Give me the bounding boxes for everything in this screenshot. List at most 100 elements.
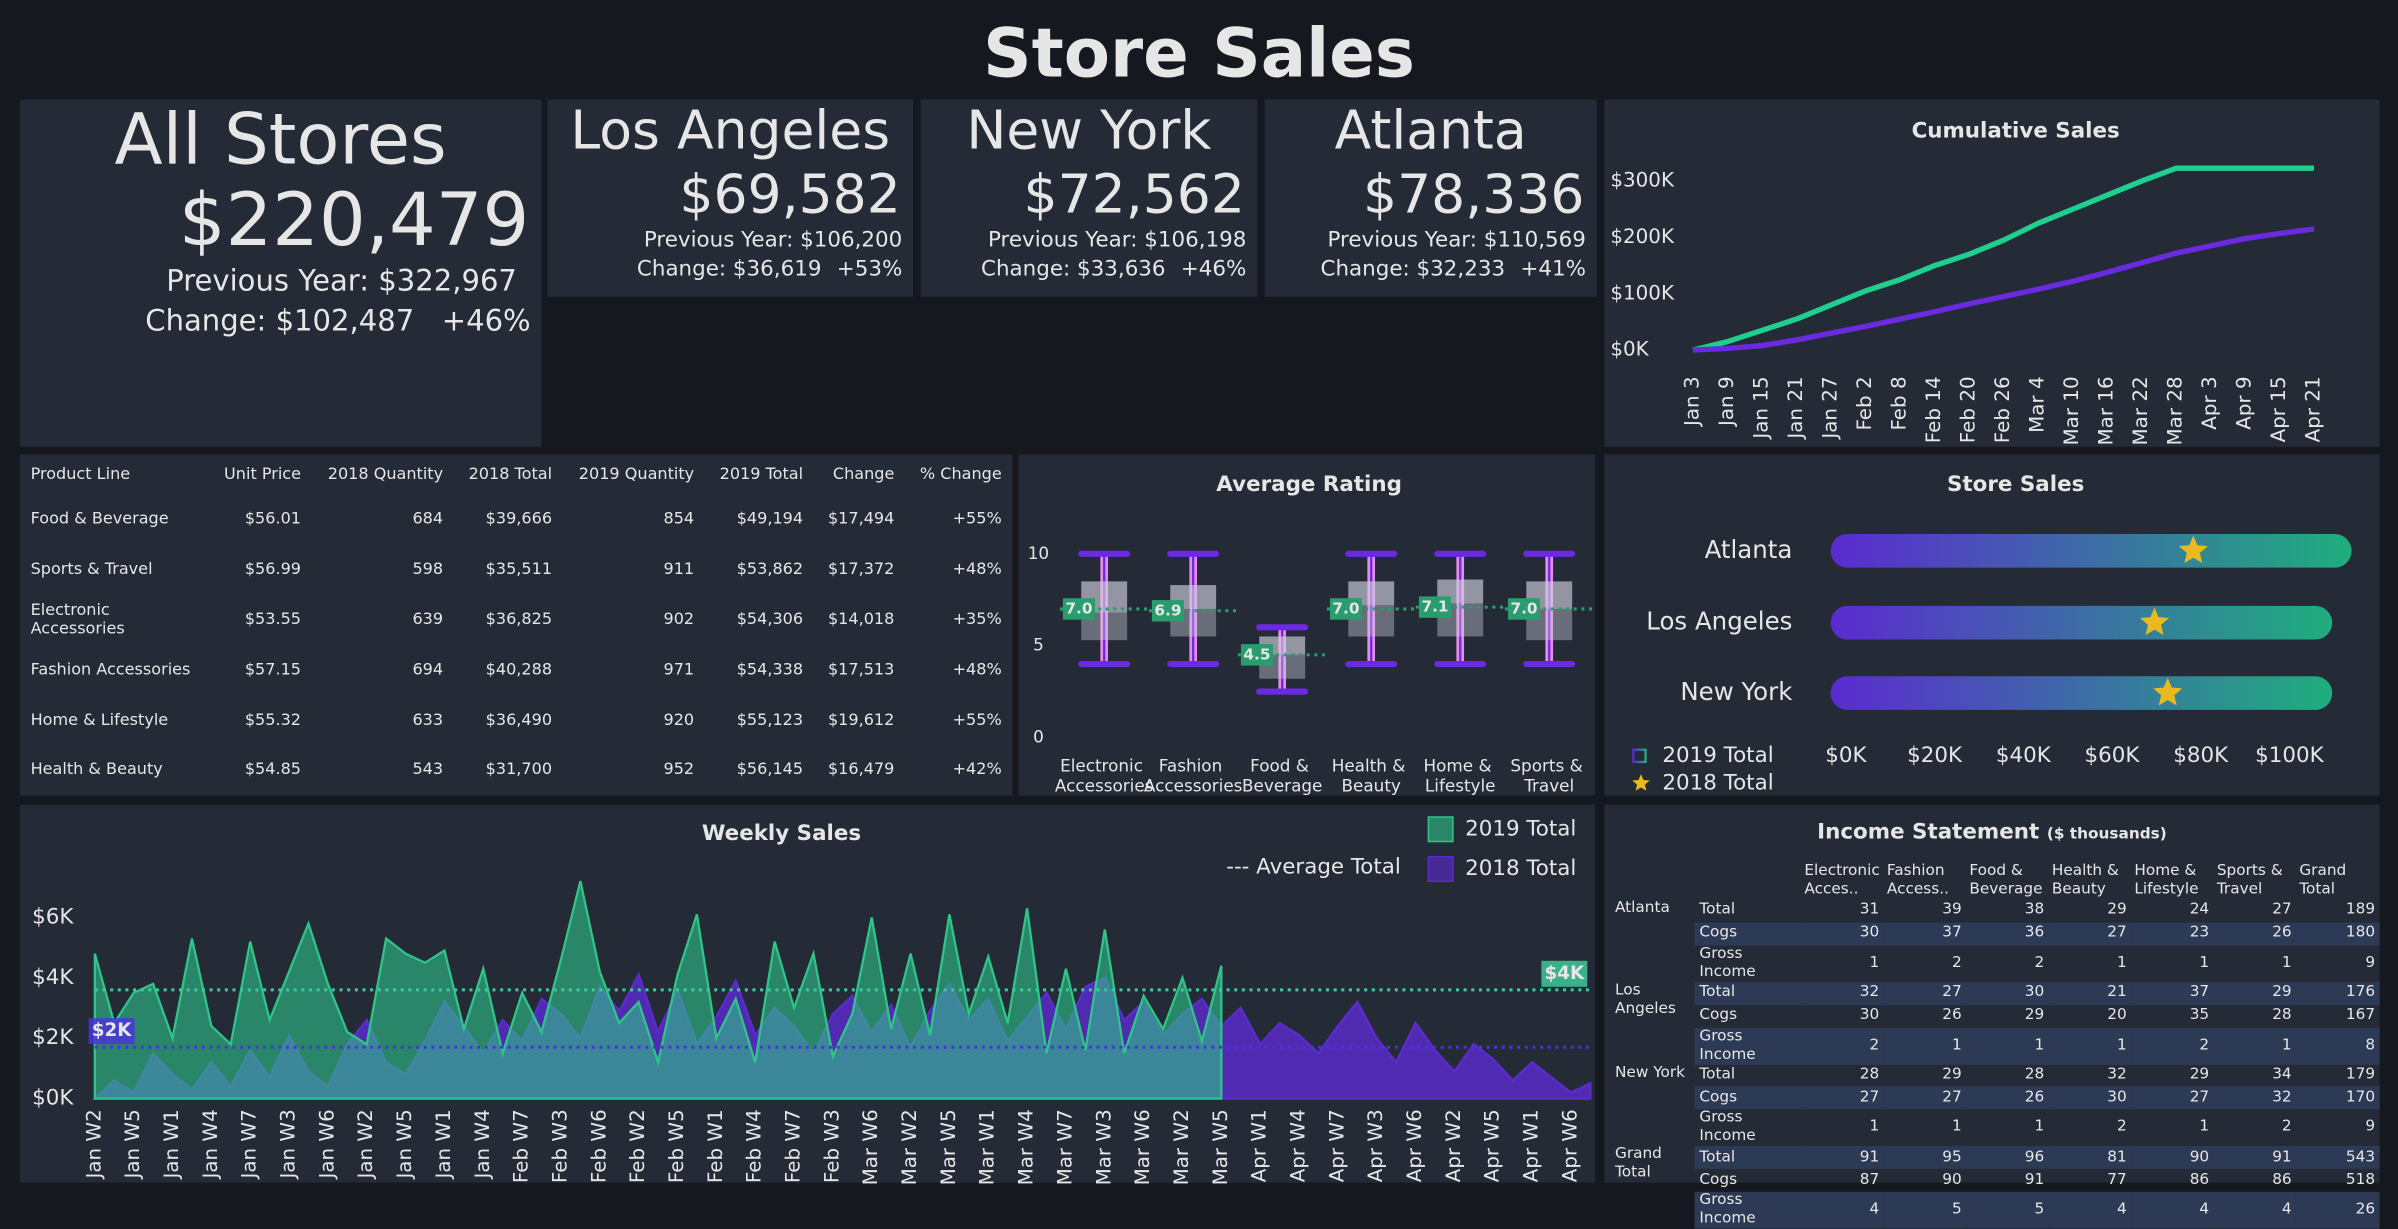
x-tick-label: Mar W5 <box>1209 1109 1232 1185</box>
row-label: Total <box>1699 901 1736 919</box>
page-title: Store Sales <box>983 15 1415 94</box>
table-cell: 31 <box>1859 901 1880 919</box>
header-row: Electronic Acces.. Fashion Access.. Food &… <box>1610 863 2379 900</box>
x-tick-label: Mar W2 <box>1170 1109 1193 1185</box>
table-cell: $54,306 <box>736 610 804 629</box>
table-cell: 1 <box>1883 1027 1967 1065</box>
table-cell: Home & Lifestyle <box>30 710 169 730</box>
table-cell: $56.99 <box>244 560 302 579</box>
table-cell: 9 <box>2365 954 2376 972</box>
table-cell: 34 <box>2272 1066 2292 1084</box>
x-tick-label: Mar 28 <box>2164 376 2187 445</box>
table-cell: 90 <box>1942 1171 1962 1189</box>
table-cell: 20 <box>2107 1006 2127 1024</box>
x-tick-label: Feb W3 <box>820 1109 843 1183</box>
average-label: $4K <box>1544 963 1585 984</box>
x-tick-label: Jan 21 <box>1784 376 1807 440</box>
table-cell: 176 <box>2296 981 2380 1005</box>
x-tick-label: Jan 27 <box>1818 376 1841 440</box>
table-cell: 26 <box>1966 1087 2049 1110</box>
product-table: Product Line Unit Price 2018 Quantity 2018 … <box>20 454 1013 795</box>
table-cell: 28 <box>2272 1006 2292 1024</box>
table-cell: Electronic Accessories <box>30 601 125 638</box>
x-tick-label: Mar W6 <box>859 1109 882 1185</box>
table-row: Gross Income 1 2 2 1 1 1 9 <box>1610 945 2379 982</box>
x-tick-label: Jan W5 <box>393 1109 416 1180</box>
table-cell: 952 <box>663 760 695 780</box>
category-label: Los Angeles <box>1646 607 1792 636</box>
table-cell: 30 <box>1859 1006 1880 1024</box>
x-tick-label: Jan W3 <box>277 1109 300 1180</box>
category-label: Atlanta <box>1705 535 1793 564</box>
x-tick-label: Jan 3 <box>1680 376 1703 428</box>
table-cell: $54.85 <box>244 760 302 780</box>
row-label: Gross Income <box>1699 1109 1756 1145</box>
table-cell: $31,700 <box>485 760 553 780</box>
table-cell: 35 <box>2189 1006 2210 1024</box>
mean-label: 7.1 <box>1421 598 1448 616</box>
table-cell: Food & Beverage <box>30 510 169 529</box>
x-tick-label: Mar 4 <box>2026 376 2049 432</box>
x-tick-label: Mar W1 <box>976 1109 999 1185</box>
x-tick-label: Apr W6 <box>1558 1109 1581 1182</box>
mean-label-bg <box>1329 598 1363 620</box>
legend-swatch <box>1427 816 1454 843</box>
row-label: Cogs <box>1694 922 1802 946</box>
table-cell: 1 <box>2034 1118 2045 1136</box>
x-tick-label: Apr W3 <box>1364 1109 1387 1182</box>
table-row: Cogs 30 37 36 27 23 26 180 <box>1610 922 2380 946</box>
table-cell: 27 <box>1883 1087 1967 1110</box>
y-tick-label: $0K <box>32 1086 74 1111</box>
table-row: Grand Total Total 91 95 96 81 90 91 543 <box>1610 1146 2380 1182</box>
table-row: Cogs 30 26 29 20 35 28 167 <box>1610 1005 2379 1028</box>
table-cell: 90 <box>2131 1146 2214 1170</box>
average-label-bg <box>88 1018 135 1045</box>
table-cell: 28 <box>1859 1066 1880 1084</box>
x-tick-label: Jan W5 <box>121 1109 144 1180</box>
table-cell: 30 <box>2048 1087 2132 1110</box>
table-row: Health & Beauty $54.85 543 $31,700 952 $56,14… <box>20 745 1013 795</box>
kpi-value: $78,336 <box>1363 165 1585 227</box>
table-cell: $54,338 <box>736 660 804 679</box>
kpi-previous: Previous Year: $106,200 <box>643 227 903 253</box>
x-tick-label: Feb 14 <box>1922 376 1945 443</box>
x-tick-label: Mar 16 <box>2095 376 2118 445</box>
income-subtitle: ($ thousands) <box>2046 826 2167 844</box>
kpi-name: New York <box>966 100 1212 163</box>
legend-star <box>1632 774 1650 791</box>
mean-label-bg <box>1418 596 1452 618</box>
table-row: Fashion Accessories $57.15 694 $40,288 971 $5… <box>20 645 1013 695</box>
group-label: Atlanta <box>1614 899 1670 917</box>
table-cell: 518 <box>2345 1171 2376 1189</box>
table-cell: 96 <box>1966 1146 2049 1170</box>
mean-label-bg <box>1507 598 1541 620</box>
column-header: Change <box>832 465 895 484</box>
table-cell: 8 <box>2296 1027 2380 1065</box>
table-cell: 2 <box>2131 1027 2214 1065</box>
table-cell: 2 <box>1801 1027 1884 1065</box>
table-cell: 971 <box>663 660 695 679</box>
table-cell: 26 <box>2213 922 2297 946</box>
table-cell: 24 <box>2189 901 2210 919</box>
table-cell: 37 <box>1883 922 1967 946</box>
x-tick-label: Feb W4 <box>743 1109 766 1183</box>
y-tick-label: $2K <box>32 1025 74 1050</box>
table-cell: 1 <box>2199 954 2210 972</box>
table-row: Sports & Travel $56.99 598 $35,511 911 $53,86… <box>20 544 1013 594</box>
column-header: 2018 Quantity <box>327 465 444 484</box>
table-cell: $16,479 <box>827 760 895 780</box>
table-cell: 1 <box>1869 954 1880 972</box>
table-cell: Health & Beauty <box>30 760 163 780</box>
table-cell: 1 <box>2213 1027 2297 1065</box>
kpi-previous: Previous Year: $106,198 <box>987 227 1247 253</box>
table-cell: +55% <box>952 510 1002 529</box>
x-tick-label: Feb W5 <box>665 1109 688 1183</box>
table-cell: Fashion Accessories <box>30 660 191 679</box>
table-cell: $53,862 <box>736 560 804 579</box>
table-cell: $49,194 <box>736 510 804 529</box>
x-tick-label: $80K <box>2173 743 2229 768</box>
chart-title: Weekly Sales <box>702 821 861 846</box>
x-tick-label: Feb 2 <box>1853 376 1876 430</box>
table-cell: 91 <box>2213 1146 2297 1170</box>
table-cell: 1 <box>2199 1118 2210 1136</box>
